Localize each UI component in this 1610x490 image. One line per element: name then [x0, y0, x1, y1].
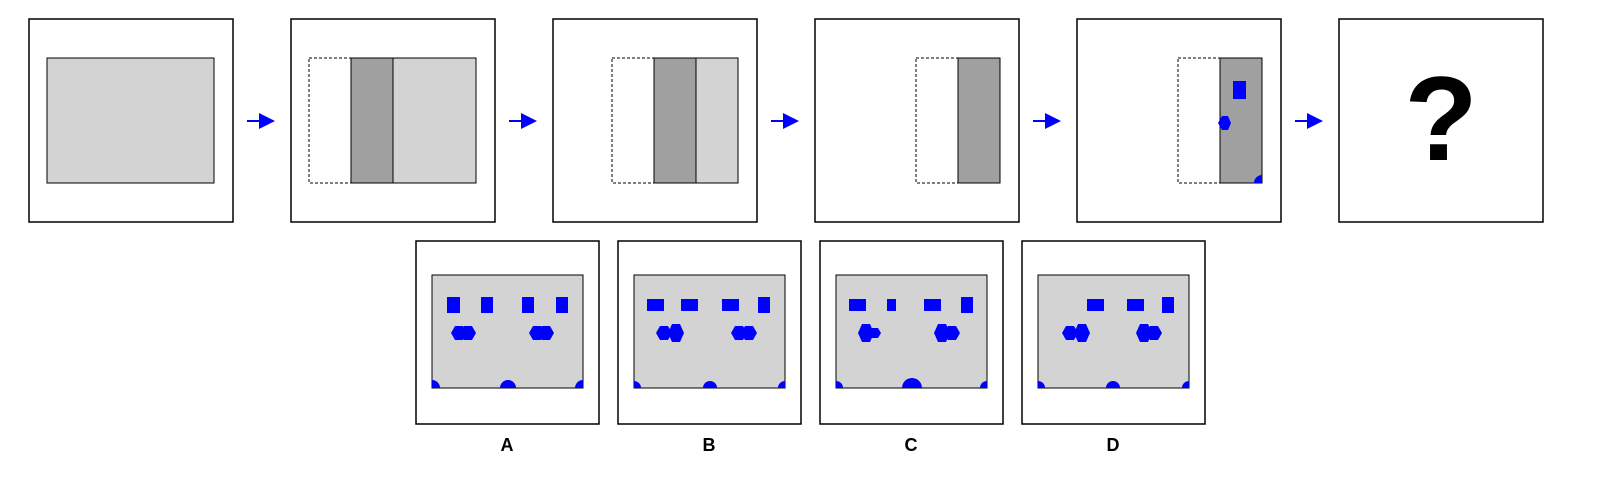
semicircle-hole	[902, 378, 922, 388]
square-hole	[1127, 299, 1144, 311]
hexagon-hole	[1218, 116, 1231, 130]
hexagon-hole	[460, 326, 476, 340]
option-label-a: A	[501, 435, 514, 455]
hexagon-hole	[668, 324, 684, 342]
square-hole	[887, 299, 896, 311]
square-hole	[447, 297, 460, 313]
semicircle-hole	[575, 380, 583, 388]
semicircle-hole	[836, 381, 843, 388]
semicircle-hole	[432, 380, 440, 388]
option-d[interactable]: D	[1021, 240, 1206, 455]
question-mark: ?	[1404, 52, 1477, 186]
question-panel: ?	[1338, 18, 1544, 223]
semicircle-hole	[1182, 381, 1189, 388]
square-hole	[849, 299, 866, 311]
semicircle-hole	[1038, 381, 1045, 388]
square-hole	[1162, 297, 1174, 313]
square-hole	[522, 297, 534, 313]
hexagon-hole	[934, 324, 950, 342]
step-1-panel	[28, 18, 234, 223]
square-hole	[961, 297, 973, 313]
semicircle-hole	[980, 381, 987, 388]
hexagon-hole	[656, 326, 672, 340]
hexagon-hole	[538, 326, 554, 340]
hexagon-hole	[1062, 326, 1078, 340]
semicircle-hole	[500, 380, 516, 388]
square-hole	[556, 297, 568, 313]
square-hole	[1087, 299, 1104, 311]
step-5-panel	[1076, 18, 1282, 223]
semicircle-hole	[634, 381, 641, 388]
semicircle-hole	[778, 381, 785, 388]
square-hole	[1233, 81, 1246, 99]
square-hole	[758, 297, 770, 313]
square-hole	[924, 299, 941, 311]
hexagon-hole	[1136, 324, 1152, 342]
step-2-panel	[290, 18, 496, 223]
square-hole	[647, 299, 664, 311]
option-label-c: C	[905, 435, 918, 455]
option-label-d: D	[1107, 435, 1120, 455]
hexagon-hole	[1146, 326, 1162, 340]
square-hole	[481, 297, 493, 313]
option-a[interactable]: A	[415, 240, 600, 455]
option-c[interactable]: C	[819, 240, 1004, 455]
option-label-b: B	[703, 435, 716, 455]
semicircle-hole	[1106, 381, 1120, 388]
step-4-panel	[814, 18, 1020, 223]
hexagon-hole	[944, 326, 960, 340]
square-hole	[722, 299, 739, 311]
hexagon-hole	[869, 328, 881, 338]
hexagon-hole	[1074, 324, 1090, 342]
hexagon-hole	[858, 324, 874, 342]
hexagon-hole	[741, 326, 757, 340]
option-b[interactable]: B	[617, 240, 802, 455]
semicircle-hole	[703, 381, 717, 388]
step-3-panel	[552, 18, 758, 223]
square-hole	[681, 299, 698, 311]
semicircle-hole	[1254, 175, 1262, 183]
